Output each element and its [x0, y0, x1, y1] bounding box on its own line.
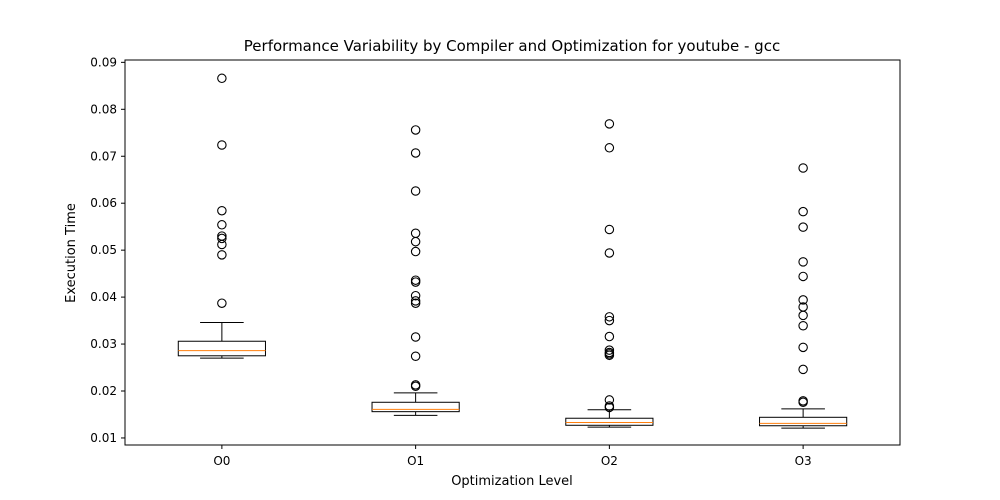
box-o1 [371, 125, 460, 416]
outlier-point [798, 295, 808, 305]
outlier-point [410, 381, 421, 392]
outlier-point [604, 331, 615, 342]
plot-area-frame [124, 59, 901, 446]
x-tick-label: O0 [213, 454, 230, 468]
x-tick-label: O2 [601, 454, 618, 468]
box-o2 [565, 119, 654, 428]
outlier-point [798, 397, 808, 408]
outlier-point [410, 236, 421, 247]
outlier-point [604, 315, 615, 326]
outlier-point [410, 277, 421, 287]
outlier-point [798, 163, 808, 173]
outlier-point [217, 233, 227, 244]
outlier-point [217, 239, 227, 250]
y-tick-label: 0.07 [90, 149, 117, 163]
outlier-point [410, 332, 421, 342]
outlier-point [217, 220, 227, 230]
outlier-point [410, 351, 421, 362]
outlier-point [410, 296, 421, 306]
y-tick-label: 0.06 [90, 196, 117, 210]
iqr-box [759, 416, 848, 427]
outlier-point [217, 73, 227, 84]
outlier-point [798, 206, 808, 217]
outlier-point [798, 364, 808, 375]
iqr-box [371, 401, 460, 413]
outlier-point [217, 140, 227, 150]
outlier-point [604, 312, 615, 322]
y-tick-label: 0.01 [90, 431, 117, 445]
outlier-point [604, 143, 615, 153]
outlier-point [604, 224, 615, 235]
y-tick-label: 0.09 [90, 55, 117, 69]
x-axis-title: Optimization Level [451, 474, 573, 489]
box-series [177, 73, 848, 429]
outlier-point [410, 186, 421, 196]
outlier-point [798, 342, 808, 353]
outlier-point [410, 298, 421, 308]
outlier-point [604, 402, 615, 413]
iqr-box [177, 340, 266, 357]
outlier-point [798, 257, 808, 267]
chart-title: Performance Variability by Compiler and … [244, 37, 780, 55]
outlier-point [798, 310, 808, 321]
outlier-point [410, 290, 421, 301]
y-axis-title: Execution Time [64, 203, 79, 303]
iqr-box [565, 417, 654, 426]
outlier-point [604, 248, 615, 258]
y-tick-label: 0.02 [90, 384, 117, 398]
outlier-point [798, 271, 808, 282]
outlier-point [410, 148, 421, 158]
outlier-point [604, 350, 615, 361]
outlier-point [217, 250, 227, 260]
outlier-point [410, 246, 421, 257]
outlier-point [217, 205, 227, 216]
outlier-point [217, 298, 227, 308]
y-tick-label: 0.03 [90, 337, 117, 351]
y-tick-label: 0.04 [90, 290, 117, 304]
y-axis: 0.01 0.02 0.03 0.04 0.05 0.06 0.07 0.08 0.09 [90, 55, 125, 445]
outlier-point [604, 345, 615, 355]
outlier-point [798, 320, 808, 331]
outlier-point [604, 119, 615, 129]
outlier-point [410, 125, 421, 135]
outlier-point [410, 228, 421, 239]
box-o0 [177, 73, 266, 359]
outlier-point [410, 275, 421, 285]
y-tick-label: 0.05 [90, 243, 117, 257]
box-o3 [759, 163, 848, 429]
x-axis: O0 O1 O2 O3 [213, 445, 812, 468]
x-tick-label: O1 [407, 454, 424, 468]
y-tick-label: 0.08 [90, 102, 117, 116]
x-tick-label: O3 [795, 454, 812, 468]
outlier-point [798, 222, 808, 232]
outlier-point [604, 395, 615, 405]
